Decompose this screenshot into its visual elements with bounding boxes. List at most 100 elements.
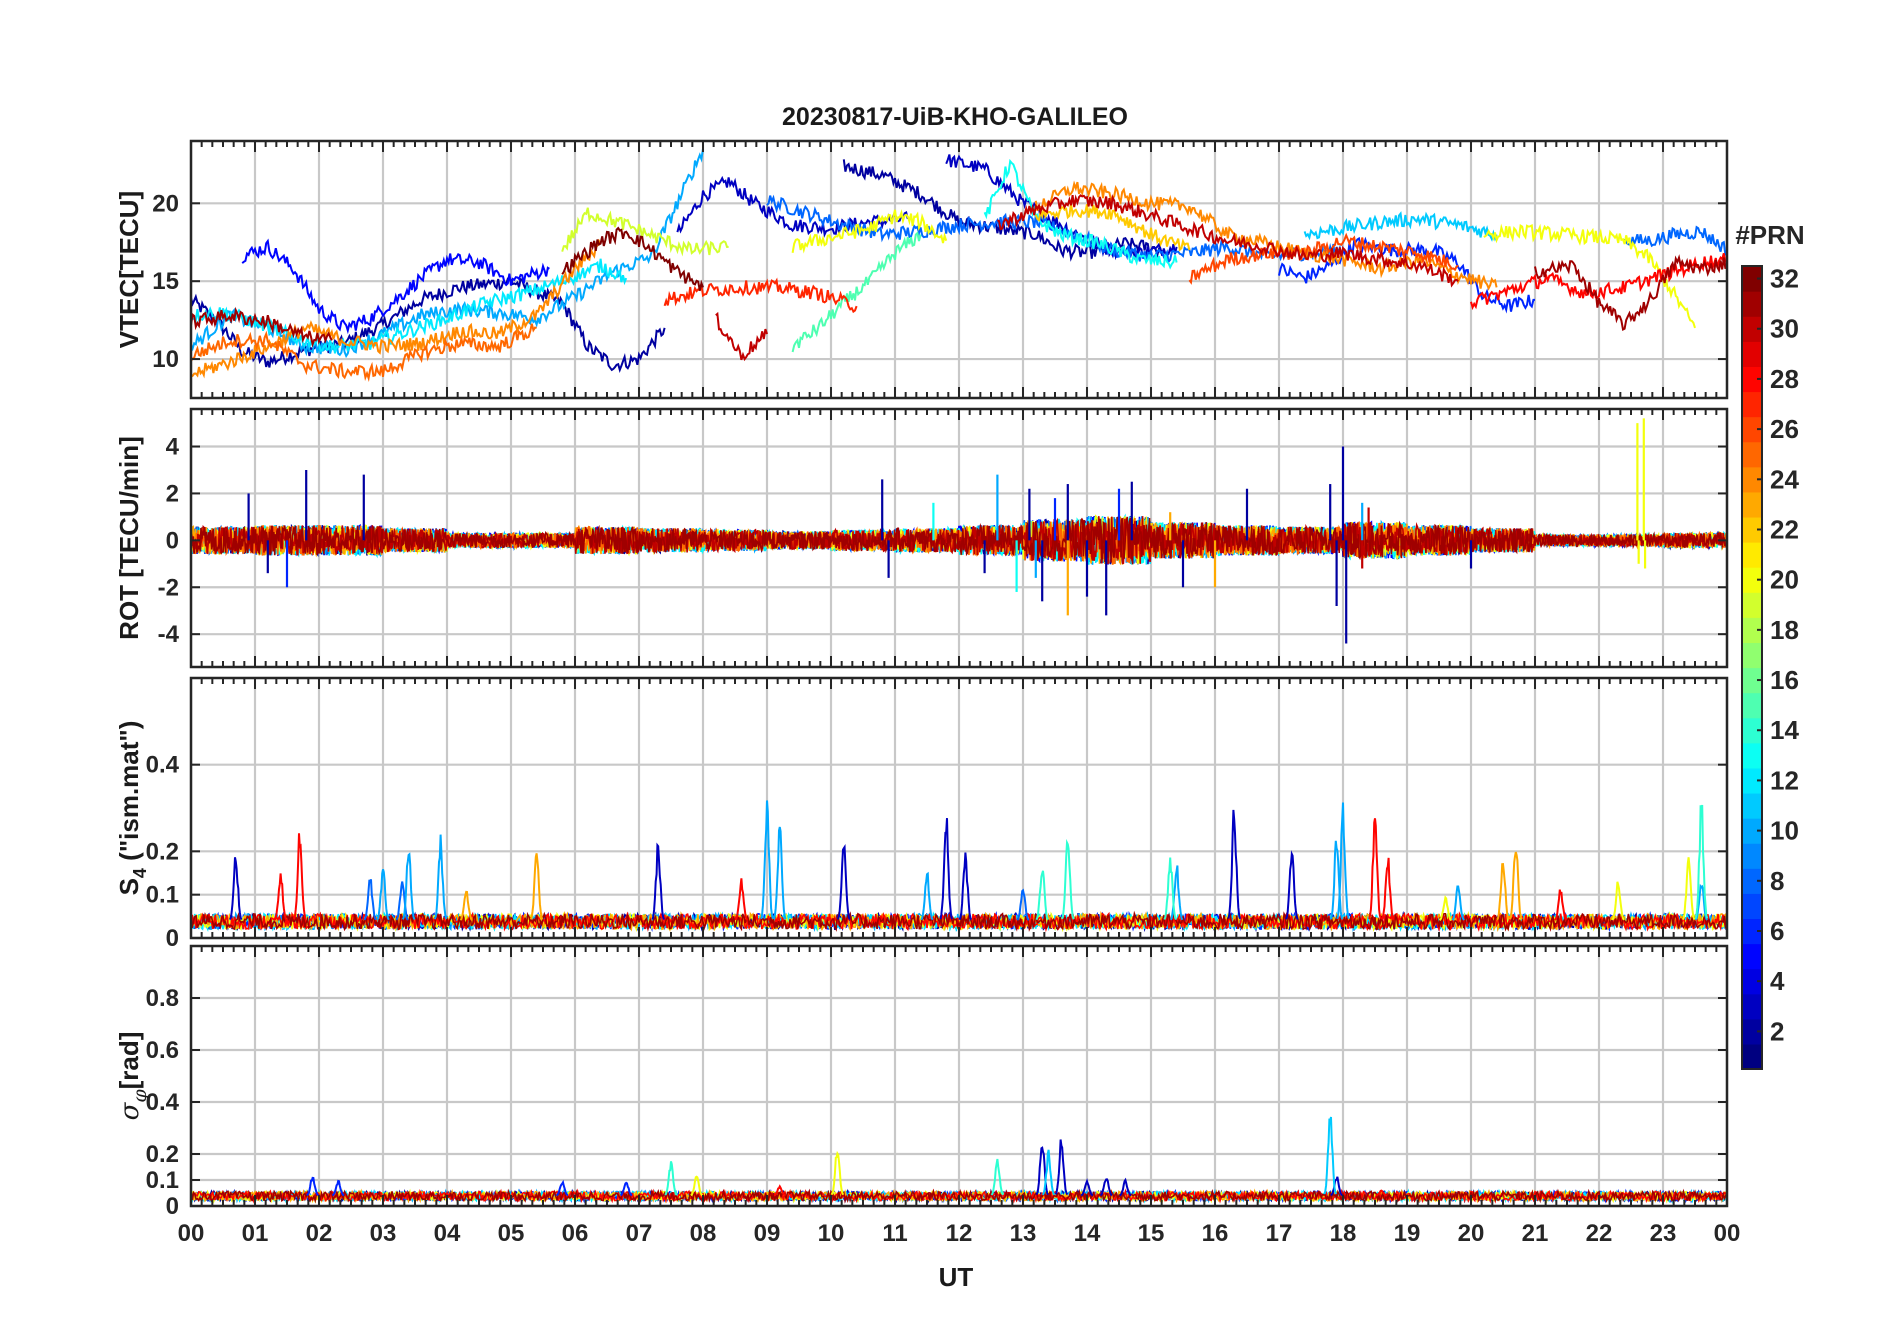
colorbar-tick-label: 20 <box>1770 565 1799 595</box>
colorbar-swatch <box>1742 792 1762 819</box>
series-prn-20 <box>1483 223 1696 329</box>
x-tick-labels: 00 01 02 03 04 05 06 07 08 09 10 11 12 13 14 15 16 17 18 19… <box>178 1220 1741 1247</box>
x-tick-label: 07 <box>626 1220 653 1247</box>
peak-prn-23 <box>529 853 544 920</box>
peak-prn-10 <box>760 800 774 920</box>
peak-prn-6 <box>619 1181 633 1197</box>
panel-vtec: 10 15 20 VTEC[TECU] <box>114 139 1729 400</box>
series-prn-28 <box>191 1188 1727 1204</box>
y-axis-label-sigma_phi: σφ[rad] <box>114 1032 151 1121</box>
peak-prn-6 <box>331 1179 345 1197</box>
peak-prn-14 <box>990 1158 1004 1196</box>
peak-prn-10 <box>773 826 787 920</box>
colorbar-swatch <box>1742 266 1762 292</box>
x-tick-label: 00 <box>178 1220 205 1247</box>
colorbar-swatch <box>1742 717 1762 744</box>
colorbar-tick-label: 4 <box>1770 966 1785 996</box>
peak-prn-6 <box>306 1176 319 1197</box>
y-axis-label-vtec: VTEC[TECU] <box>114 191 144 348</box>
series-prn-27 <box>663 277 858 314</box>
colorbar-swatch <box>1742 617 1762 644</box>
panel-rot: -4 -2 0 2 4 ROT [TECU/min] <box>114 407 1729 669</box>
series-prn-11 <box>1303 211 1498 242</box>
peak-prn-28 <box>1375 1189 1388 1197</box>
x-tick-label: 20 <box>1458 1220 1485 1247</box>
series-prn-32 <box>561 226 704 291</box>
colorbar-tick-label: 28 <box>1770 364 1799 394</box>
series-prn-22 <box>1034 203 1191 252</box>
series-prn-31 <box>1534 254 1727 331</box>
x-tick-label: 19 <box>1394 1220 1421 1247</box>
colorbar-swatch <box>1742 416 1762 443</box>
peak-prn-11 <box>1323 1116 1337 1195</box>
colorbar-swatch <box>1742 993 1762 1020</box>
peak-prn-23 <box>1496 862 1510 921</box>
series-prn-24 <box>191 238 602 379</box>
peak-prn-8 <box>395 881 409 921</box>
colorbar-swatch <box>1742 592 1762 618</box>
colorbar-swatch <box>1742 567 1762 593</box>
peak-prn-28 <box>1554 889 1568 921</box>
data-vtec <box>191 148 1727 383</box>
colorbar-tick-label: 30 <box>1770 314 1799 344</box>
x-tick-label: 08 <box>690 1220 717 1247</box>
colorbar-swatch <box>1742 692 1762 719</box>
x-axis-label: UT <box>939 1262 974 1292</box>
colorbar-swatch <box>1742 466 1762 493</box>
data-rot <box>191 418 1727 644</box>
peak-prn-23 <box>1509 851 1523 920</box>
chart-title: 20230817-UiB-KHO-GALILEO <box>782 103 1128 131</box>
colorbar-swatch <box>1742 341 1762 367</box>
colorbar-swatch <box>1742 491 1762 518</box>
peak-prn-3 <box>1227 809 1241 920</box>
x-tick-label: 14 <box>1074 1220 1101 1247</box>
peak-prn-20 <box>830 1150 845 1196</box>
x-ticks <box>190 678 1728 939</box>
colorbar-tick-label: 22 <box>1770 514 1799 544</box>
y-tick-label: 0 <box>166 527 179 554</box>
colorbar-swatch <box>1742 642 1762 669</box>
x-tick-label: 01 <box>242 1220 269 1247</box>
colorbar-tick-label: 6 <box>1770 916 1784 946</box>
peak-prn-3 <box>1330 1176 1343 1197</box>
y-tick-label: 0.1 <box>146 882 179 909</box>
series-prn-30 <box>996 193 1459 288</box>
x-tick-label: 18 <box>1330 1220 1357 1247</box>
y-tick-label: -2 <box>158 574 179 601</box>
series-prn-3 <box>676 175 909 238</box>
y-tick-label: 0.4 <box>146 752 180 779</box>
y-tick-label: 0.2 <box>146 1141 179 1168</box>
panel-s4: 0 0.1 0.2 0.4S4 ("ism.mat") <box>114 676 1729 952</box>
y-tick-label: 0.8 <box>146 985 179 1012</box>
peak-prn-10 <box>1336 802 1350 920</box>
grid <box>189 678 1729 940</box>
x-tick-label: 03 <box>370 1220 397 1247</box>
x-ticks <box>190 141 1728 398</box>
x-tick-label: 23 <box>1650 1220 1677 1247</box>
colorbar-swatch <box>1742 893 1762 920</box>
colorbar-tick-label: 18 <box>1770 615 1799 645</box>
peak-prn-14 <box>664 1161 678 1196</box>
x-tick-label: 00 <box>1714 1220 1741 1247</box>
peak-prn-10 <box>433 834 448 920</box>
peak-prn-8 <box>363 879 377 921</box>
y-axis-label-s4: S4 ("ism.mat") <box>114 721 150 896</box>
colorbar-swatch <box>1742 918 1762 945</box>
colorbar-swatch <box>1742 767 1762 794</box>
peak-prn-28 <box>1368 818 1382 920</box>
colorbar-swatch <box>1742 316 1762 342</box>
peak-prn-3 <box>1099 1178 1113 1197</box>
peak-prn-3 <box>837 843 851 920</box>
series-prn-25 <box>191 323 537 383</box>
series-prn-26 <box>1188 232 1459 285</box>
peak-prn-3 <box>939 818 953 920</box>
peak-prn-14 <box>1163 857 1177 920</box>
peak-prn-3 <box>229 857 243 921</box>
y-tick-label: 20 <box>152 190 179 217</box>
peak-prn-10 <box>376 869 390 921</box>
x-tick-label: 05 <box>498 1220 525 1247</box>
y-tick-label: 0 <box>166 925 179 952</box>
colorbar-frame <box>1741 265 1763 1070</box>
peak-prn-3 <box>1285 850 1299 920</box>
